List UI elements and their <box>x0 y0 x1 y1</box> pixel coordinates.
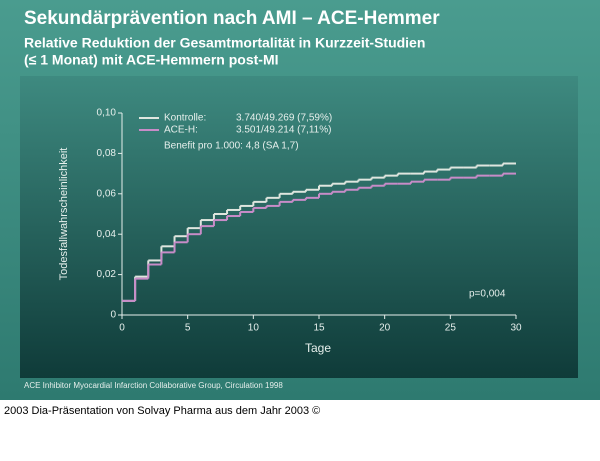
x-tick-label: 0 <box>119 323 125 334</box>
x-axis-label: Tage <box>305 341 331 355</box>
chart-title: Sekundärprävention nach AMI – ACE-Hemmer <box>24 8 440 29</box>
source-note: ACE Inhibitor Myocardial Infarction Coll… <box>24 381 283 390</box>
legend-note: Benefit pro 1.000: 4,8 (SA 1,7) <box>164 141 299 152</box>
legend-detail: 3.740/49.269 (7,59%) <box>236 113 332 124</box>
legend-label: ACE-H: <box>164 125 198 136</box>
y-axis-label: Todesfallwahrscheinlichkeit <box>58 148 70 281</box>
subtitle: (≤ 1 Monat) mit ACE-Hemmern post-MI <box>24 52 279 68</box>
y-tick-label: 0,02 <box>97 269 117 280</box>
y-tick-label: 0,06 <box>97 188 117 199</box>
chart-panel <box>20 76 578 378</box>
subtitle: Relative Reduktion der Gesamtmortalität … <box>24 35 425 51</box>
y-tick-label: 0,04 <box>97 229 117 240</box>
annotation: p=0,004 <box>469 289 506 300</box>
legend-detail: 3.501/49.214 (7,11%) <box>236 125 331 136</box>
x-tick-label: 15 <box>313 323 325 334</box>
y-tick-label: 0 <box>110 310 116 321</box>
x-tick-label: 30 <box>510 323 522 334</box>
x-tick-label: 10 <box>248 323 260 334</box>
y-tick-label: 0,08 <box>97 148 117 159</box>
y-tick-label: 0,10 <box>97 108 117 119</box>
x-tick-label: 25 <box>445 323 457 334</box>
legend-label: Kontrolle: <box>164 113 206 124</box>
caption: 2003 Dia-Präsentation von Solvay Pharma … <box>4 405 320 417</box>
x-tick-label: 20 <box>379 323 391 334</box>
x-tick-label: 5 <box>185 323 191 334</box>
